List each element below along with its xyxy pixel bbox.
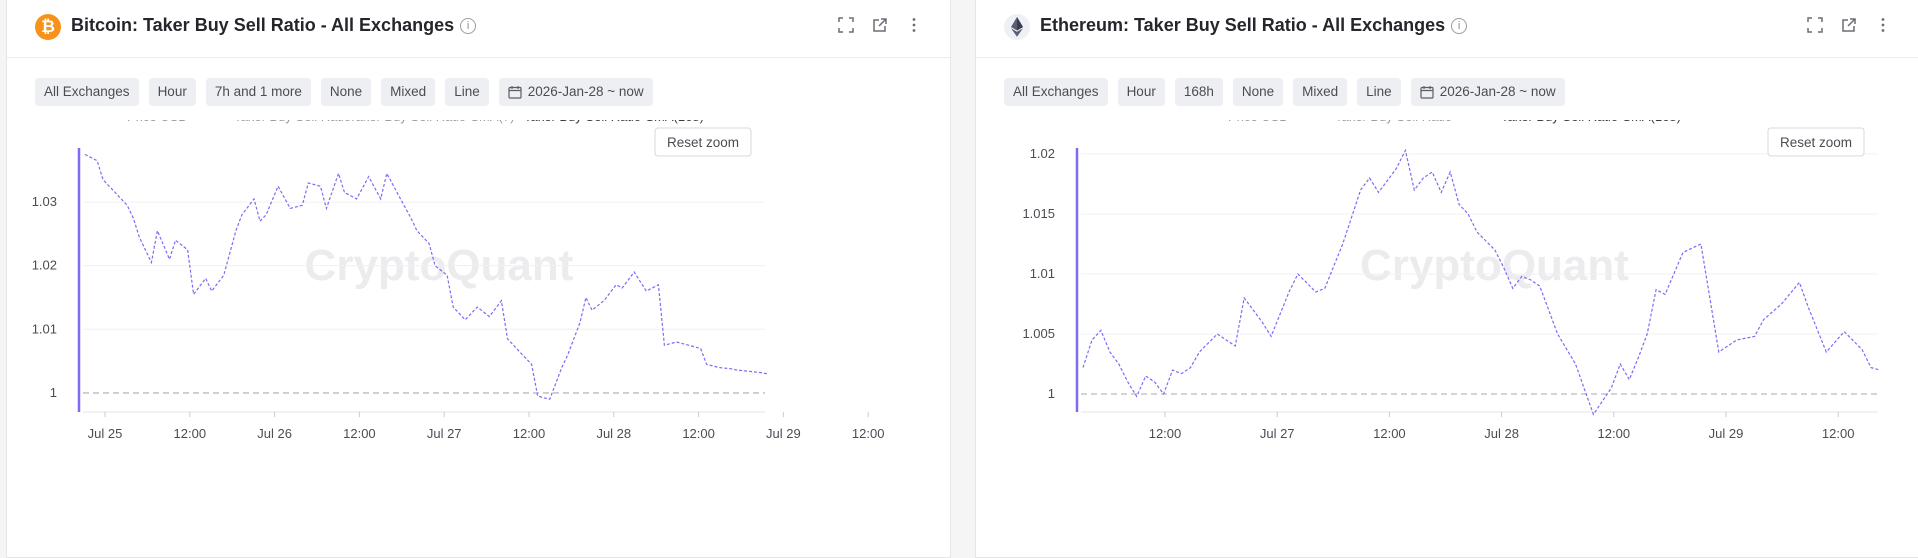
- calendar-icon: [508, 86, 522, 99]
- panel-header: Ethereum: Taker Buy Sell Ratio - All Exc…: [976, 0, 1918, 58]
- x-tick-label: Jul 27: [1260, 426, 1295, 441]
- y-tick-label: 1: [1048, 386, 1055, 401]
- legend-label: Price USD: [1228, 120, 1289, 124]
- filter-scale[interactable]: Mixed: [1293, 78, 1348, 106]
- filter-chart-type[interactable]: Line: [445, 78, 489, 106]
- filter-date-range[interactable]: 2026-Jan-28 ~ now: [1410, 78, 1565, 106]
- legend-label: Taker Buy Sell Ratio: [234, 120, 351, 124]
- filter-chart-type[interactable]: Line: [1357, 78, 1401, 106]
- more-options-icon[interactable]: [904, 14, 924, 36]
- bitcoin-chart[interactable]: Price USDTaker Buy Sell RatioTaker Buy S…: [7, 120, 952, 558]
- x-tick-label: 12:00: [1822, 426, 1855, 441]
- filter-bar: All Exchanges Hour 7h and 1 more None Mi…: [35, 78, 653, 106]
- watermark: CryptoQuant: [1360, 241, 1629, 290]
- x-tick-label: 12:00: [682, 426, 715, 441]
- filter-sma[interactable]: 7h and 1 more: [205, 78, 311, 106]
- fullscreen-icon[interactable]: [836, 14, 856, 36]
- x-tick-label: 12:00: [174, 426, 207, 441]
- info-icon[interactable]: i: [1451, 18, 1468, 34]
- series-line: [1082, 148, 1881, 416]
- filter-exchange[interactable]: All Exchanges: [35, 78, 139, 106]
- x-tick-label: 12:00: [1373, 426, 1406, 441]
- reset-zoom-frame: [654, 127, 752, 157]
- x-tick-label: 12:00: [1149, 426, 1182, 441]
- filter-date-range[interactable]: 2026-Jan-28 ~ now: [498, 78, 653, 106]
- x-tick-label: Jul 27: [427, 426, 462, 441]
- chart-title: Bitcoin: Taker Buy Sell Ratio - All Exch…: [71, 15, 477, 36]
- legend-label: Taker Buy Sell Ratio-SMA(168): [1501, 120, 1681, 124]
- chart-title: Ethereum: Taker Buy Sell Ratio - All Exc…: [1040, 15, 1468, 36]
- filter-bar: All Exchanges Hour 168h None Mixed Line …: [1004, 78, 1565, 106]
- legend-label: Taker Buy Sell Ratio-SMA(7): [349, 120, 514, 124]
- reset-zoom-button[interactable]: Reset zoom: [1767, 127, 1865, 157]
- info-icon[interactable]: i: [460, 18, 477, 34]
- date-range-label: 2026-Jan-28 ~ now: [527, 84, 644, 99]
- fullscreen-icon[interactable]: [1805, 14, 1825, 36]
- x-tick-label: Jul 29: [766, 426, 801, 441]
- y-tick-label: 1.01: [1030, 266, 1055, 281]
- legend-item[interactable]: Price USD: [105, 120, 188, 124]
- filter-price[interactable]: None: [320, 78, 372, 106]
- x-tick-label: Jul 25: [88, 426, 123, 441]
- x-tick-label: 12:00: [343, 426, 376, 441]
- x-tick-label: 12:00: [513, 426, 546, 441]
- reset-zoom-label: Reset zoom: [667, 135, 739, 150]
- filter-exchange[interactable]: All Exchanges: [1004, 78, 1108, 106]
- y-tick-label: 1: [50, 385, 57, 400]
- legend-label: Taker Buy Sell Ratio-SMA(168): [524, 120, 704, 124]
- legend-item[interactable]: Taker Buy Sell Ratio-SMA(168): [502, 120, 704, 124]
- ethereum-icon: [1004, 14, 1030, 40]
- ethereum-chart-panel: Ethereum: Taker Buy Sell Ratio - All Exc…: [975, 0, 1918, 558]
- y-tick-label: 1.01: [32, 321, 57, 336]
- filter-scale[interactable]: Mixed: [381, 78, 436, 106]
- x-tick-label: Jul 26: [257, 426, 292, 441]
- panel-header: ₿ Bitcoin: Taker Buy Sell Ratio - All Ex…: [7, 0, 950, 58]
- x-tick-label: Jul 29: [1709, 426, 1744, 441]
- legend-item[interactable]: Taker Buy Sell Ratio-SMA(168): [1479, 120, 1681, 124]
- legend-item[interactable]: Taker Buy Sell Ratio-SMA(7): [327, 120, 514, 124]
- filter-price[interactable]: None: [1232, 78, 1284, 106]
- y-tick-label: 1.03: [32, 194, 57, 209]
- y-tick-label: 1.02: [32, 258, 57, 273]
- open-external-icon[interactable]: [1839, 14, 1859, 36]
- y-tick-label: 1.02: [1030, 146, 1055, 161]
- x-tick-label: Jul 28: [1484, 426, 1519, 441]
- calendar-icon: [1420, 86, 1434, 99]
- bitcoin-chart-panel: ₿ Bitcoin: Taker Buy Sell Ratio - All Ex…: [6, 0, 951, 558]
- x-tick-label: 12:00: [1598, 426, 1631, 441]
- reset-zoom-button[interactable]: Reset zoom: [654, 127, 752, 157]
- more-options-icon[interactable]: [1873, 14, 1893, 36]
- filter-window[interactable]: Hour: [1117, 78, 1165, 106]
- bitcoin-icon: ₿: [35, 14, 61, 40]
- ethereum-chart[interactable]: Price USD Taker Buy Sell Ratio Taker Buy S…: [976, 120, 1918, 558]
- open-external-icon[interactable]: [870, 14, 890, 36]
- x-tick-label: 12:00: [852, 426, 885, 441]
- legend-item[interactable]: Taker Buy Sell Ratio: [1313, 120, 1452, 124]
- legend-item[interactable]: Taker Buy Sell Ratio: [212, 120, 351, 124]
- filter-sma[interactable]: 168h: [1174, 78, 1223, 106]
- chart-title-text: Bitcoin: Taker Buy Sell Ratio - All Exch…: [71, 15, 455, 35]
- series-line: [84, 153, 768, 401]
- reset-zoom-frame: [1767, 127, 1865, 157]
- x-tick-label: Jul 28: [596, 426, 631, 441]
- chart-title-text: Ethereum: Taker Buy Sell Ratio - All Exc…: [1040, 15, 1446, 35]
- filter-window[interactable]: Hour: [148, 78, 196, 106]
- legend-label: Taker Buy Sell Ratio: [1335, 120, 1452, 124]
- legend-label: Price USD: [127, 120, 188, 124]
- y-tick-label: 1.015: [1022, 206, 1055, 221]
- reset-zoom-label: Reset zoom: [1780, 135, 1852, 150]
- y-tick-label: 1.005: [1022, 326, 1055, 341]
- legend-item[interactable]: Price USD: [1206, 120, 1289, 124]
- date-range-label: 2026-Jan-28 ~ now: [1439, 84, 1556, 99]
